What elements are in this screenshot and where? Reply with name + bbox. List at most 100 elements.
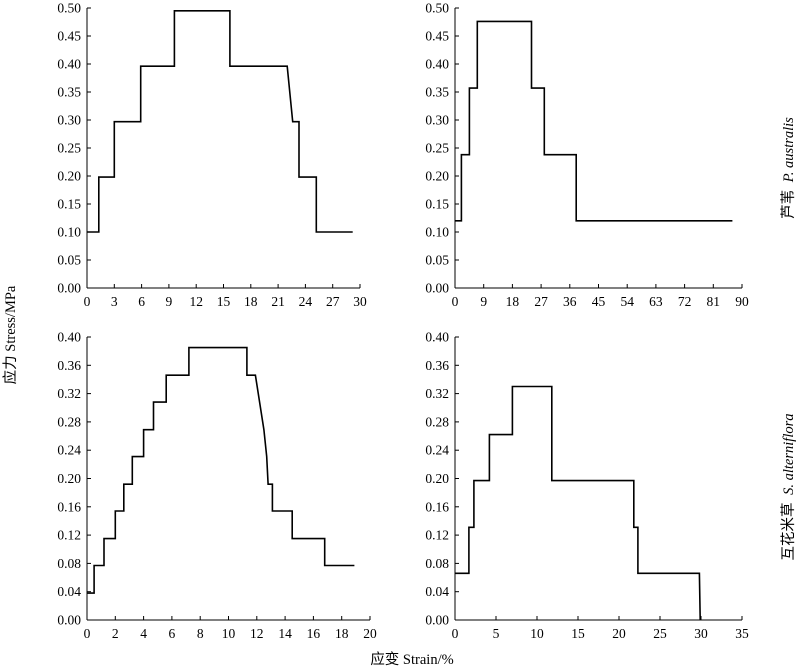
x-tick-label: 0 (452, 294, 459, 309)
y-axis-title: 应力 Stress/MPa (1, 285, 19, 384)
x-tick-label: 24 (299, 294, 313, 309)
row-label-bottom-common: 互花米草 (780, 503, 797, 561)
y-tick-label: 0.30 (425, 113, 449, 128)
y-tick-label: 0.30 (57, 113, 81, 128)
y-tick-label: 0.32 (425, 386, 449, 401)
x-tick-label: 0 (84, 294, 91, 309)
y-tick-label: 0.15 (57, 197, 81, 212)
x-tick-label: 90 (735, 294, 749, 309)
y-tick-label: 0.40 (425, 57, 449, 72)
x-tick-label: 25 (653, 626, 667, 641)
x-tick-label: 18 (506, 294, 520, 309)
y-tick-label: 0.40 (425, 330, 449, 345)
y-tick-label: 0.12 (57, 528, 81, 543)
y-tick-label: 0.36 (425, 358, 449, 373)
stress-strain-line (87, 346, 355, 594)
x-tick-label: 12 (250, 626, 264, 641)
x-tick-label: 8 (197, 626, 204, 641)
y-tick-label: 0.20 (425, 169, 449, 184)
y-tick-label: 0.24 (57, 443, 81, 458)
x-tick-label: 15 (571, 626, 585, 641)
chart-panel-reed-extended: 0.00 0.05 0.10 0.15 0.20 0.25 0.30 0.35 0.40 0.45… (425, 1, 749, 310)
chart-panel-spartina: 0.00 0.04 0.08 0.12 0.16 0.20 0.24 0.28 0.32 0.36… (57, 330, 377, 642)
y-tick-label: 0.15 (425, 197, 449, 212)
x-tick-label: 14 (278, 626, 292, 641)
y-tick-label: 0.35 (57, 85, 81, 100)
x-tick-label: 20 (612, 626, 626, 641)
x-tick-label: 18 (335, 626, 349, 641)
x-tick-label: 35 (735, 626, 749, 641)
y-tick-label: 0.08 (425, 556, 449, 571)
y-tick-label: 0.25 (57, 141, 81, 156)
chart-panel-reed: 0.00 0.05 0.10 0.15 0.20 0.25 0.30 0.35 0.40 0.45… (57, 1, 367, 310)
x-tick-label: 18 (244, 294, 258, 309)
x-tick-label: 30 (353, 294, 367, 309)
x-tick-label: 9 (166, 294, 173, 309)
row-label-bottom: 互花米草 S. alterniflora (780, 414, 797, 561)
row-label-top-latin: P. australis (781, 117, 797, 183)
x-tick-label: 0 (452, 626, 459, 641)
y-tick-label: 0.16 (57, 499, 81, 514)
y-tick-label: 0.50 (57, 1, 81, 16)
y-tick-label: 0.28 (57, 414, 81, 429)
x-tick-label: 10 (530, 626, 544, 641)
x-tick-label: 27 (326, 294, 340, 309)
y-tick-label: 0.20 (57, 471, 81, 486)
x-tick-label: 12 (189, 294, 203, 309)
x-tick-label: 20 (363, 626, 377, 641)
y-tick-label: 0.36 (57, 358, 81, 373)
y-tick-label: 0.00 (425, 281, 449, 296)
y-tick-label: 0.20 (425, 471, 449, 486)
row-label-top-common: 芦苇 (780, 190, 797, 219)
x-tick-label: 15 (217, 294, 231, 309)
x-tick-label: 6 (169, 626, 176, 641)
y-tick-label: 0.28 (425, 414, 449, 429)
x-tick-label: 5 (493, 626, 500, 641)
x-tick-label: 21 (271, 294, 285, 309)
y-tick-label: 0.04 (57, 584, 81, 599)
y-tick-label: 0.12 (425, 528, 449, 543)
x-axis-title: 应变 Strain/% (370, 650, 453, 668)
stress-strain-line (455, 385, 701, 621)
y-tick-label: 0.20 (57, 169, 81, 184)
y-tick-label: 0.24 (425, 443, 449, 458)
x-tick-label: 54 (620, 294, 634, 309)
x-tick-label: 0 (84, 626, 91, 641)
row-label-top: 芦苇 P. australis (780, 117, 797, 219)
x-tick-label: 9 (480, 294, 487, 309)
x-tick-label: 4 (140, 626, 147, 641)
y-tick-label: 0.05 (57, 253, 81, 268)
y-tick-label: 0.45 (425, 29, 449, 44)
x-tick-label: 45 (592, 294, 606, 309)
x-tick-label: 10 (222, 626, 236, 641)
x-tick-label: 3 (111, 294, 118, 309)
svg-text:互花米草 S. alterniflora: 互花米草 S. alterniflora (780, 414, 797, 561)
stress-strain-line (455, 20, 733, 222)
x-tick-label: 36 (563, 294, 577, 309)
x-tick-label: 63 (649, 294, 663, 309)
x-tick-label: 2 (112, 626, 119, 641)
x-tick-label: 81 (707, 294, 721, 309)
y-tick-label: 0.00 (57, 281, 81, 296)
svg-text:芦苇 P. australis: 芦苇 P. australis (780, 117, 797, 219)
y-tick-label: 0.40 (57, 57, 81, 72)
y-tick-label: 0.04 (425, 584, 449, 599)
stress-strain-line (87, 10, 353, 233)
row-label-bottom-latin: S. alterniflora (781, 414, 797, 495)
y-tick-label: 0.16 (425, 499, 449, 514)
y-tick-label: 0.50 (425, 1, 449, 16)
x-tick-label: 16 (307, 626, 321, 641)
y-tick-label: 0.35 (425, 85, 449, 100)
y-tick-label: 0.32 (57, 386, 81, 401)
y-tick-label: 0.10 (57, 225, 81, 240)
y-tick-label: 0.00 (425, 613, 449, 628)
y-tick-label: 0.25 (425, 141, 449, 156)
x-tick-label: 72 (678, 294, 692, 309)
y-tick-label: 0.10 (425, 225, 449, 240)
x-tick-label: 27 (534, 294, 548, 309)
chart-panel-spartina-extended: 0.00 0.04 0.08 0.12 0.16 0.20 0.24 0.28 0.32 0.36… (425, 330, 749, 642)
x-tick-label: 6 (138, 294, 145, 309)
y-tick-label: 0.00 (57, 613, 81, 628)
x-tick-label: 30 (694, 626, 708, 641)
